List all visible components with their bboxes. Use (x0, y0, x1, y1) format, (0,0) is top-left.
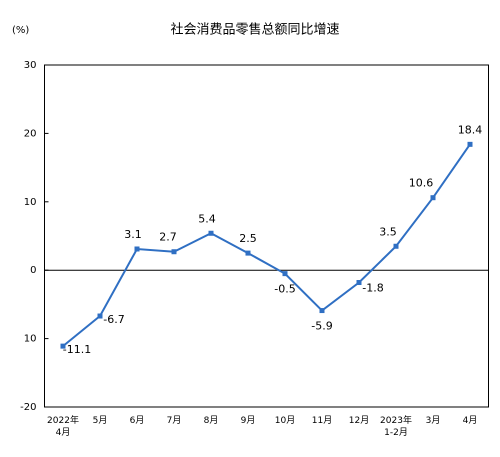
y-tick-label: 10 (24, 334, 37, 345)
marker (356, 280, 362, 286)
data-label: -6.7 (103, 313, 124, 326)
x-tick-label: 8月 (203, 416, 219, 426)
data-label: 18.4 (458, 123, 483, 136)
chart-title: 社会消费品零售总额同比增速 (170, 22, 339, 38)
data-label: -1.8 (362, 282, 383, 295)
x-tick-label: 7月 (166, 416, 182, 426)
data-label: 2.5 (239, 232, 257, 245)
unit-label: (%) (12, 25, 29, 36)
y-tick-label: 10 (24, 197, 37, 208)
marker (430, 195, 436, 201)
x-tick-label: 4月 (462, 416, 478, 426)
y-tick-label: 20 (24, 128, 37, 139)
marker (319, 308, 325, 314)
x-tick-label: 6月 (129, 416, 145, 426)
data-label: -0.5 (274, 283, 295, 296)
x-tick-label: 11月 (311, 416, 333, 426)
marker (467, 141, 473, 147)
y-tick-label: -20 (20, 402, 36, 413)
x-tick-label: 3月 (425, 416, 441, 426)
data-label: -11.1 (63, 343, 91, 356)
x-tick-label: 12月 (348, 416, 370, 426)
plot-frame (44, 64, 489, 408)
marker (97, 313, 103, 319)
marker (208, 230, 214, 236)
data-label: 2.7 (159, 231, 177, 244)
x-tick-label: 5月 (92, 416, 108, 426)
line (62, 143, 471, 347)
x-tick-label: 9月 (240, 416, 256, 426)
marker (245, 250, 251, 256)
data-label: 3.5 (379, 225, 397, 238)
marker (282, 271, 288, 277)
data-label: 10.6 (409, 177, 434, 190)
marker (60, 343, 66, 349)
x-tick-label: 2022年 4月 (47, 416, 79, 438)
y-tick-label: 30 (24, 60, 37, 71)
y-tick-label: 0 (30, 265, 36, 276)
data-label: 5.4 (198, 212, 216, 225)
marker (393, 243, 399, 249)
marker (171, 249, 177, 255)
x-tick-label: 10月 (274, 416, 296, 426)
marker (134, 246, 140, 252)
data-label: -5.9 (311, 320, 332, 333)
data-label: 3.1 (124, 228, 142, 241)
x-tick-label: 2023年 1-2月 (380, 416, 412, 438)
